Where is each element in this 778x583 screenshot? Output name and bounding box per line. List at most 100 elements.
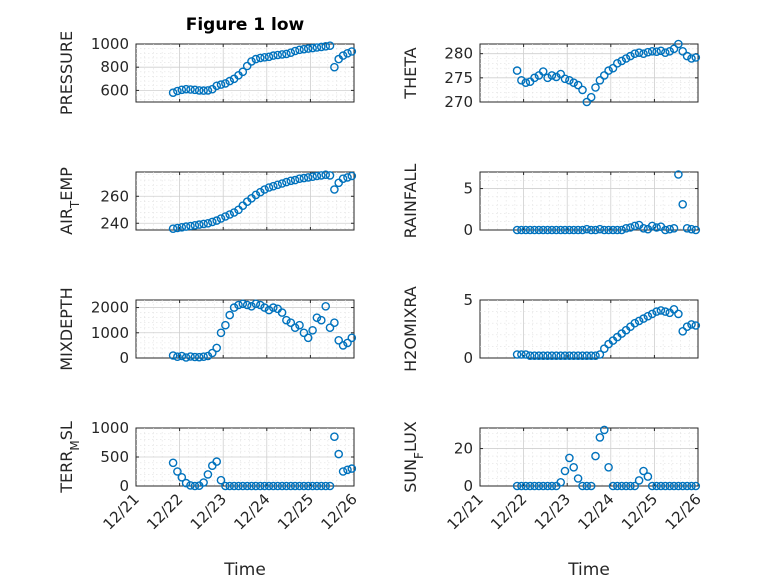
data-point xyxy=(181,478,191,488)
data-point xyxy=(199,86,208,95)
data-point xyxy=(639,223,648,233)
data-point xyxy=(578,85,587,95)
data-point xyxy=(543,225,552,235)
data-point xyxy=(321,42,331,51)
data-point xyxy=(630,481,640,491)
data-point xyxy=(595,433,605,442)
data-point xyxy=(199,478,208,487)
x-tick-label: 12/23 xyxy=(531,490,574,533)
data-point xyxy=(177,472,187,482)
data-point xyxy=(678,47,688,56)
data-point xyxy=(216,214,226,223)
data-point xyxy=(312,43,322,52)
y-tick-label: 1000 xyxy=(91,35,129,53)
data-point xyxy=(661,307,670,316)
data-point xyxy=(264,305,274,315)
data-point xyxy=(512,350,522,359)
data-point xyxy=(282,177,291,187)
data-point xyxy=(343,465,352,475)
y-tick-label: 5 xyxy=(463,180,473,198)
data-point xyxy=(608,225,618,235)
data-point xyxy=(334,335,344,345)
data-point xyxy=(286,176,296,186)
data-point xyxy=(225,310,234,320)
data-point xyxy=(678,199,688,209)
data-point xyxy=(286,318,296,328)
data-point xyxy=(255,481,265,491)
x-axis-label: Time xyxy=(567,560,610,580)
y-tick-label: 275 xyxy=(444,69,473,87)
data-point xyxy=(538,351,548,361)
x-tick-label: 12/23 xyxy=(187,490,230,533)
data-point xyxy=(682,322,692,332)
data-point xyxy=(512,225,522,235)
data-point xyxy=(347,333,357,343)
y-tick-label: 240 xyxy=(100,214,129,232)
data-point xyxy=(573,474,583,483)
data-point xyxy=(600,344,609,354)
data-point xyxy=(212,343,221,353)
data-point xyxy=(669,44,679,54)
axes-frame xyxy=(479,427,699,487)
data-point xyxy=(674,170,683,179)
data-point xyxy=(521,225,531,235)
data-point xyxy=(608,481,618,491)
data-point xyxy=(203,218,213,228)
data-point xyxy=(190,85,200,95)
data-point xyxy=(661,225,670,235)
data-point xyxy=(560,466,570,476)
data-point xyxy=(168,88,178,97)
data-point xyxy=(613,225,622,235)
data-point xyxy=(560,225,570,235)
y-tick-label: 0 xyxy=(463,477,473,495)
data-point xyxy=(674,481,683,491)
data-point xyxy=(652,223,661,232)
data-point xyxy=(517,350,526,359)
data-point xyxy=(347,47,357,56)
y-tick-label: 1000 xyxy=(91,419,129,437)
data-point xyxy=(665,224,675,234)
data-point xyxy=(168,224,178,233)
data-point xyxy=(661,481,670,491)
data-point xyxy=(343,49,352,58)
data-point xyxy=(308,325,317,335)
data-point xyxy=(621,54,631,63)
data-point xyxy=(190,481,200,491)
subplot-4: 0 1000 2000 MIXDEPTH xyxy=(57,287,357,371)
x-tick-label: 12/21 xyxy=(444,490,487,533)
data-point xyxy=(525,225,535,235)
data-point xyxy=(264,52,274,62)
data-point xyxy=(177,222,187,232)
data-point xyxy=(643,47,653,57)
data-point xyxy=(669,223,679,233)
axes-frame xyxy=(135,171,355,231)
data-point xyxy=(330,62,339,72)
data-point xyxy=(330,185,339,194)
y-tick-label: 270 xyxy=(444,93,473,111)
y-tick-label: 2000 xyxy=(91,299,129,317)
data-point xyxy=(517,481,526,491)
data-point xyxy=(525,351,535,361)
data-point xyxy=(626,481,635,491)
data-point xyxy=(586,92,596,102)
data-point xyxy=(225,481,234,491)
data-point xyxy=(277,481,287,491)
x-axis-label: Time xyxy=(223,560,266,580)
data-point xyxy=(582,224,592,234)
data-point xyxy=(600,225,609,235)
data-point xyxy=(634,316,644,326)
data-point xyxy=(177,351,187,361)
data-point xyxy=(338,467,348,476)
data-point xyxy=(678,326,688,336)
y-tick-label: 800 xyxy=(100,58,129,76)
data-point xyxy=(565,453,574,463)
data-point xyxy=(312,481,322,491)
x-tick-label: 12/22 xyxy=(143,490,186,533)
x-tick-label: 12/26 xyxy=(662,490,705,533)
data-point xyxy=(595,350,605,359)
data-point xyxy=(251,54,261,64)
data-point xyxy=(343,338,352,348)
data-point xyxy=(626,51,635,61)
data-point xyxy=(325,41,335,51)
subplot-0: 600 800 1000 PRESSURE xyxy=(57,31,357,115)
